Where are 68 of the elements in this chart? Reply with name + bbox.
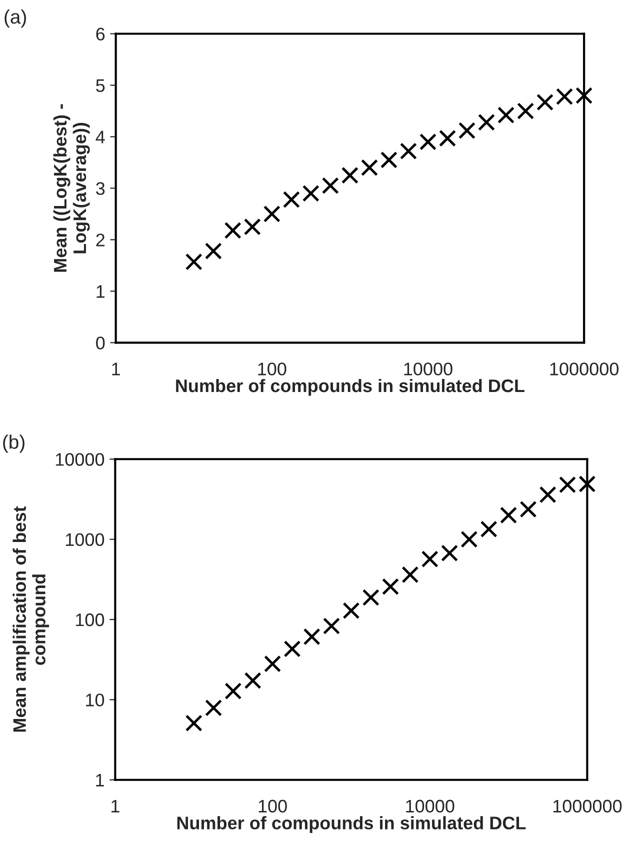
point bbox=[362, 588, 380, 606]
y-tick-label: 5 bbox=[96, 79, 105, 92]
y-axis-title: Mean ((LogK(best) - LogK(average)) bbox=[53, 104, 90, 272]
point bbox=[382, 578, 400, 596]
y-tick-label: 100 bbox=[76, 613, 104, 626]
x-tick-label: 1 bbox=[112, 800, 120, 812]
point bbox=[282, 191, 300, 208]
point bbox=[322, 177, 339, 194]
y-tick-label: 2 bbox=[96, 234, 104, 246]
point bbox=[539, 486, 556, 504]
point bbox=[342, 602, 360, 620]
point bbox=[322, 617, 340, 635]
y-tick-label: 0 bbox=[96, 336, 105, 350]
point bbox=[497, 106, 515, 124]
x-tick-label: 1000000 bbox=[553, 800, 622, 813]
x-tick-label: 100 bbox=[258, 362, 286, 376]
point bbox=[419, 133, 437, 150]
y-tick-label: 10 bbox=[86, 694, 104, 706]
y-tick-label: 4 bbox=[96, 130, 105, 144]
point bbox=[556, 88, 574, 106]
point bbox=[402, 566, 419, 584]
point bbox=[520, 500, 537, 518]
point bbox=[421, 550, 438, 568]
y-axis-title: Mean amplification of best compound bbox=[12, 506, 50, 732]
x-tick-label: 1000000 bbox=[550, 362, 618, 376]
x-axis-title: Number of compounds in simulated DCL bbox=[176, 378, 524, 396]
point bbox=[244, 218, 261, 236]
point bbox=[400, 142, 417, 160]
point bbox=[204, 242, 222, 260]
point bbox=[244, 672, 262, 690]
point bbox=[478, 114, 496, 131]
chart-title: (b) bbox=[3, 434, 24, 453]
point bbox=[458, 122, 476, 140]
point bbox=[224, 682, 242, 700]
x-tick-label: 1 bbox=[112, 362, 120, 376]
x-tick-label: 10000 bbox=[404, 362, 452, 376]
point bbox=[536, 94, 554, 111]
point bbox=[284, 640, 301, 658]
point bbox=[302, 184, 320, 202]
point bbox=[224, 222, 242, 239]
y-tick-label: 1 bbox=[96, 285, 105, 298]
point bbox=[500, 506, 518, 524]
y-tick-label: 3 bbox=[96, 182, 105, 195]
point bbox=[205, 699, 222, 716]
point bbox=[263, 205, 280, 222]
point bbox=[578, 475, 596, 493]
x-axis-title: Number of compounds in simulated DCL bbox=[177, 816, 526, 833]
point bbox=[185, 253, 202, 270]
x-tick-label: 100 bbox=[258, 800, 287, 813]
y-tick-label: 10000 bbox=[56, 453, 104, 466]
point bbox=[303, 628, 320, 646]
point bbox=[380, 151, 398, 168]
point bbox=[460, 530, 478, 548]
y-tick-label: 1 bbox=[96, 774, 104, 786]
chart-title: (a) bbox=[4, 9, 26, 28]
point bbox=[517, 102, 534, 120]
point bbox=[185, 714, 202, 732]
point bbox=[576, 87, 593, 104]
point bbox=[441, 544, 458, 562]
point bbox=[264, 655, 282, 672]
point bbox=[360, 159, 378, 176]
point bbox=[558, 476, 576, 494]
point bbox=[341, 166, 358, 184]
point bbox=[438, 130, 456, 147]
point bbox=[480, 520, 498, 538]
x-tick-label: 10000 bbox=[406, 800, 454, 813]
y-tick-label: 1000 bbox=[66, 533, 104, 546]
y-tick-label: 6 bbox=[96, 28, 105, 40]
